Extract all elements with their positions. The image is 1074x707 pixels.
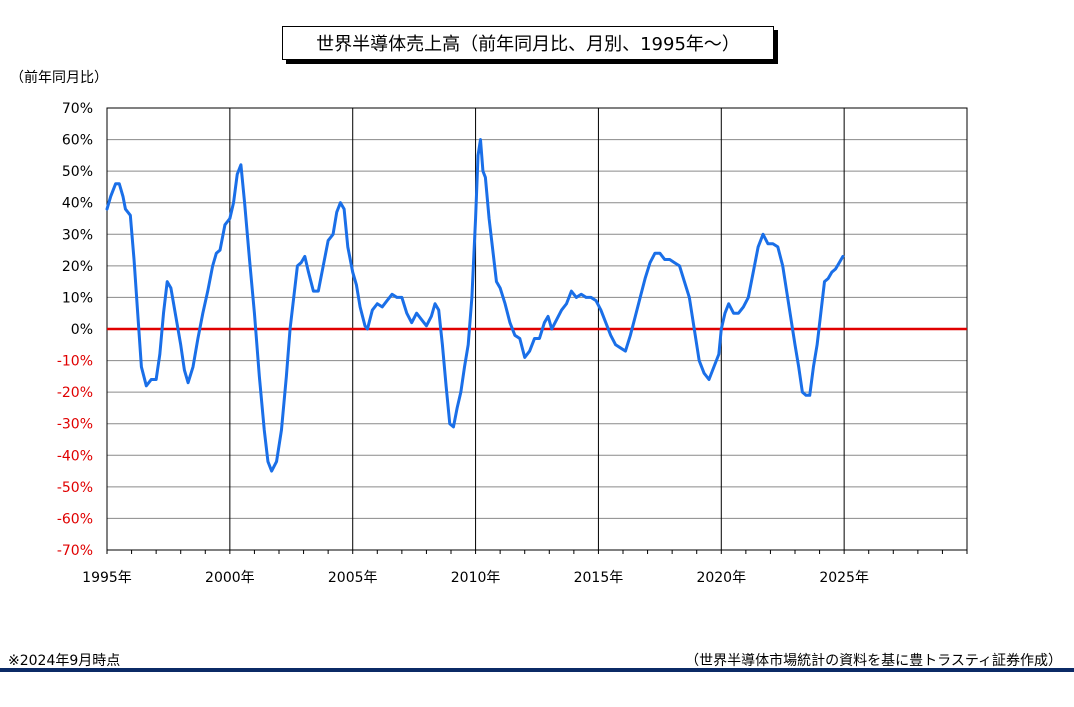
y-axis-unit-label: （前年同月比）	[10, 70, 108, 86]
data-as-of-note: ※2024年9月時点	[8, 653, 121, 669]
y-tick-label: -60%	[57, 511, 93, 527]
y-tick-label: 40%	[62, 196, 93, 212]
y-tick-label: 0%	[71, 322, 93, 338]
x-tick-label: 2020年	[696, 570, 746, 586]
series-line-yoy	[105, 138, 845, 473]
y-tick-label: -20%	[57, 385, 93, 401]
x-tick-label: 2000年	[205, 570, 255, 586]
y-tick-label: 30%	[62, 227, 93, 243]
y-tick-label: 60%	[62, 133, 93, 149]
y-tick-label: 10%	[62, 290, 93, 306]
y-tick-label: -50%	[57, 480, 93, 496]
y-tick-label: 70%	[62, 101, 93, 117]
chart-title: 世界半導体売上高（前年同月比、月別、1995年～）	[282, 26, 774, 60]
x-tick-label: 2010年	[451, 570, 501, 586]
y-tick-labels: 70% 60% 50% 40% 30% 20% 10% 0% -10% -20% -30% -40% -…	[57, 101, 93, 559]
x-tick-label: 2015年	[574, 570, 624, 586]
line-chart: 70% 60% 50% 40% 30% 20% 10% 0% -10% -20% -30% -40% -…	[57, 101, 968, 586]
y-tick-label: -40%	[57, 448, 93, 464]
x-tick-label: 2025年	[819, 570, 869, 586]
x-tick-label: 2005年	[328, 570, 378, 586]
x-tick-labels: 1995年 2000年 2005年 2010年 2015年 2020年 2025年	[82, 570, 869, 586]
y-tick-label: -10%	[57, 354, 93, 370]
source-note: （世界半導体市場統計の資料を基に豊トラスティ証券作成）	[685, 653, 1062, 669]
y-tick-label: -30%	[57, 417, 93, 433]
bottom-rule	[0, 668, 1074, 672]
x-tick-label: 1995年	[82, 570, 132, 586]
y-tick-label: -70%	[57, 543, 93, 559]
y-tick-label: 50%	[62, 164, 93, 180]
y-tick-label: 20%	[62, 259, 93, 275]
